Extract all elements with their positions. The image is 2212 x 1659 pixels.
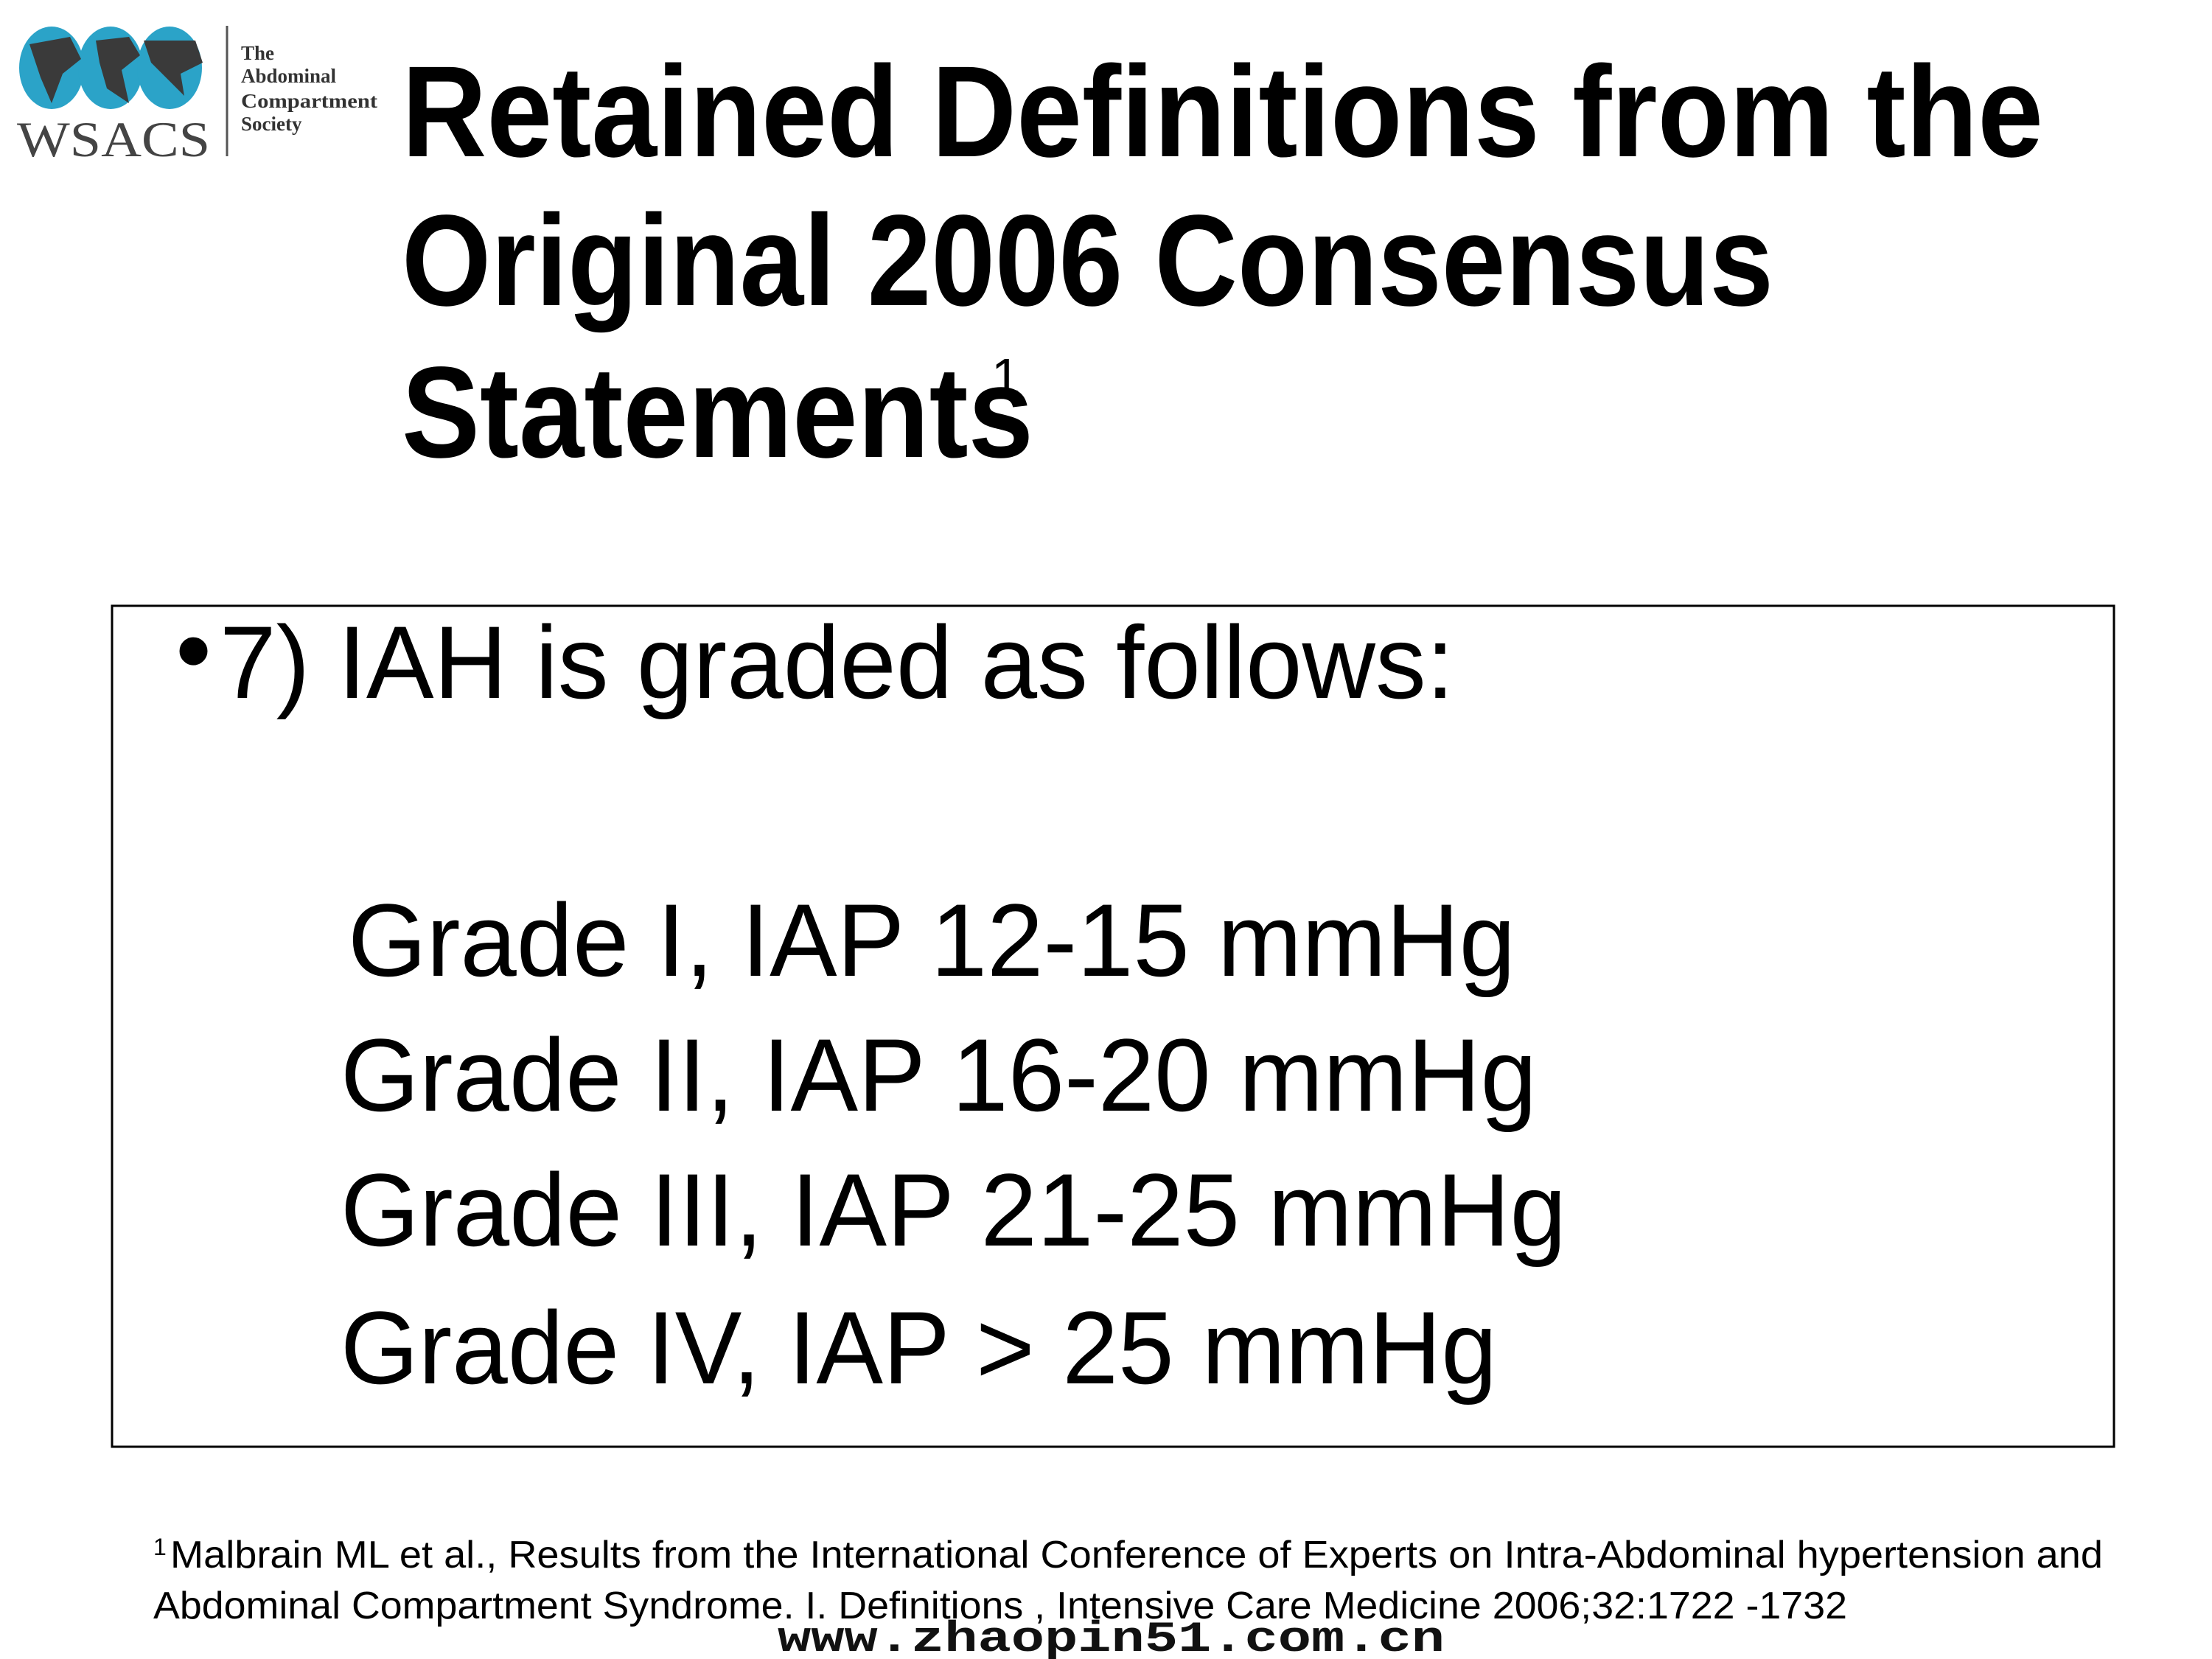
- title-superscript: 1: [991, 348, 1020, 405]
- logo-globe: [19, 27, 203, 109]
- grade-line: Grade II, IAP 16-20 mmHg: [341, 1017, 1537, 1133]
- title-line: Retained Definitions from the: [402, 40, 2043, 184]
- logo: WSACS The Abdominal Compartment Society: [17, 26, 377, 167]
- logo-line: Compartment: [241, 90, 377, 112]
- logo-line: Society: [241, 113, 302, 135]
- title-line: Original 2006 Consensus: [402, 189, 1773, 333]
- footnote-line: Malbrain ML et al., Results from the Int…: [170, 1534, 2103, 1576]
- grade-line: Grade III, IAP 21-25 mmHg: [341, 1152, 1566, 1268]
- footnote-superscript: 1: [153, 1534, 167, 1560]
- bullet-dot: •: [175, 592, 212, 708]
- footnote-line: Abdominal Compartment Syndrome. I. Defin…: [153, 1585, 1847, 1627]
- bullet-text: 7) IAH is graded as follows:: [220, 604, 1454, 720]
- grade-line: Grade IV, IAP > 25 mmHg: [341, 1290, 1497, 1405]
- logo-line: The: [241, 42, 274, 64]
- content-box: [111, 604, 2115, 1448]
- grade-line: Grade I, IAP 12-15 mmHg: [348, 882, 1515, 998]
- watermark: www.zhaopin51.com.cn: [778, 1616, 1445, 1659]
- logo-abbr: WSACS: [17, 111, 210, 167]
- logo-line: Abdominal: [241, 65, 337, 87]
- title-line: Statements: [402, 340, 1033, 485]
